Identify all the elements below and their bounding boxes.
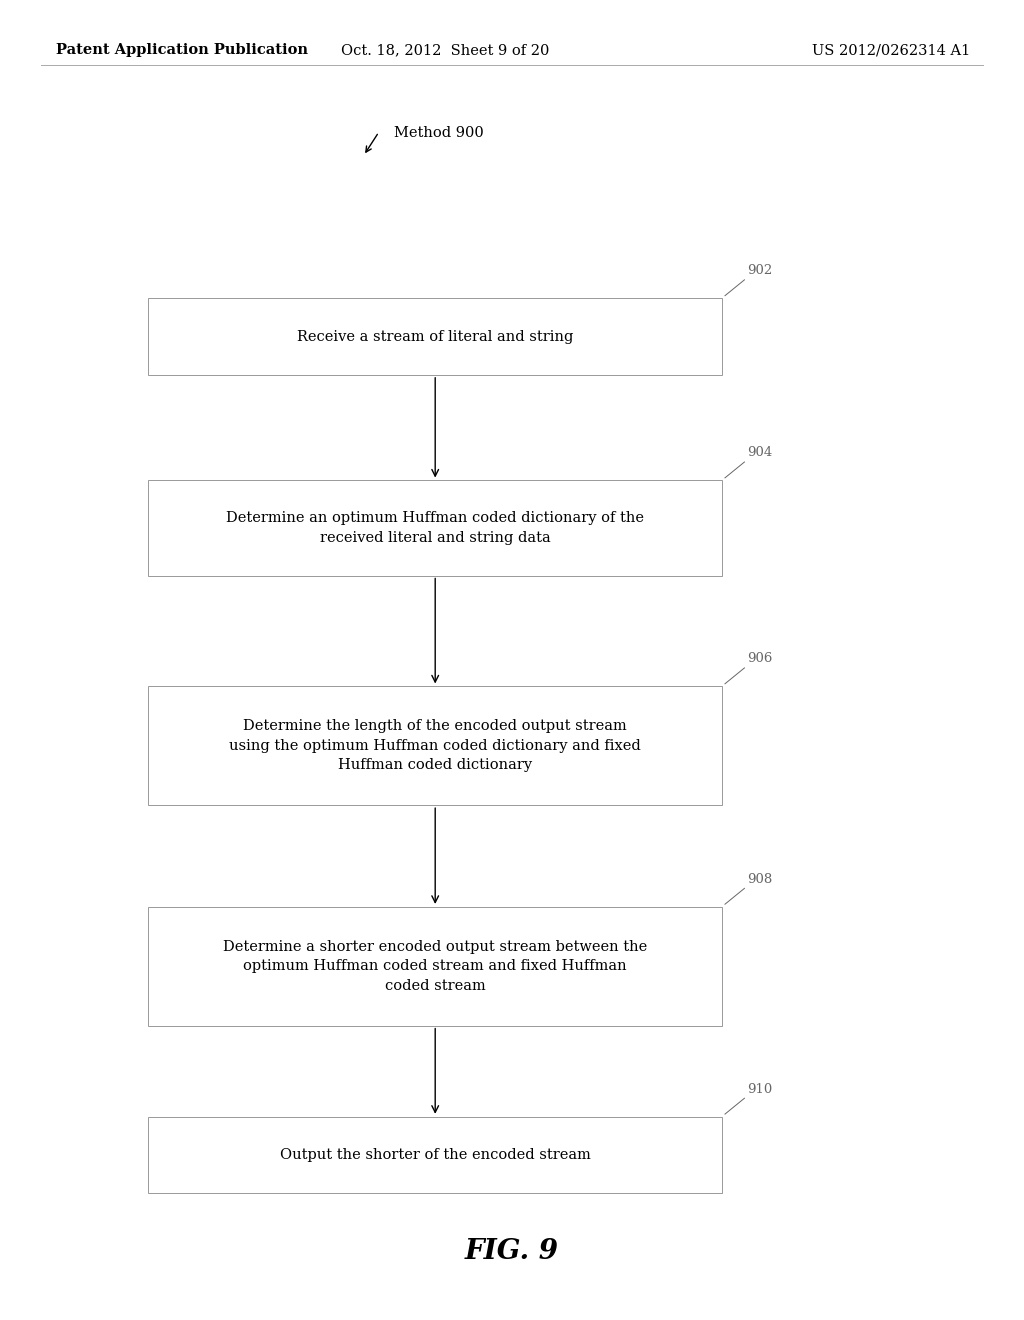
Text: Output the shorter of the encoded stream: Output the shorter of the encoded stream <box>280 1148 591 1162</box>
FancyBboxPatch shape <box>148 480 722 576</box>
Text: Determine the length of the encoded output stream
using the optimum Huffman code: Determine the length of the encoded outp… <box>229 719 641 772</box>
Text: Oct. 18, 2012  Sheet 9 of 20: Oct. 18, 2012 Sheet 9 of 20 <box>341 44 550 57</box>
Text: 906: 906 <box>748 652 773 665</box>
Text: Patent Application Publication: Patent Application Publication <box>56 44 308 57</box>
Text: FIG. 9: FIG. 9 <box>465 1238 559 1265</box>
Text: US 2012/0262314 A1: US 2012/0262314 A1 <box>812 44 970 57</box>
FancyBboxPatch shape <box>148 298 722 375</box>
Text: 908: 908 <box>748 873 773 886</box>
FancyBboxPatch shape <box>148 1117 722 1193</box>
FancyBboxPatch shape <box>148 686 722 805</box>
Text: Determine a shorter encoded output stream between the
optimum Huffman coded stre: Determine a shorter encoded output strea… <box>223 940 647 993</box>
FancyBboxPatch shape <box>148 907 722 1026</box>
Text: Determine an optimum Huffman coded dictionary of the
received literal and string: Determine an optimum Huffman coded dicti… <box>226 511 644 545</box>
Text: 910: 910 <box>748 1082 773 1096</box>
Text: Receive a stream of literal and string: Receive a stream of literal and string <box>297 330 573 343</box>
Text: 902: 902 <box>748 264 773 277</box>
Text: Method 900: Method 900 <box>394 127 484 140</box>
Text: 904: 904 <box>748 446 773 459</box>
